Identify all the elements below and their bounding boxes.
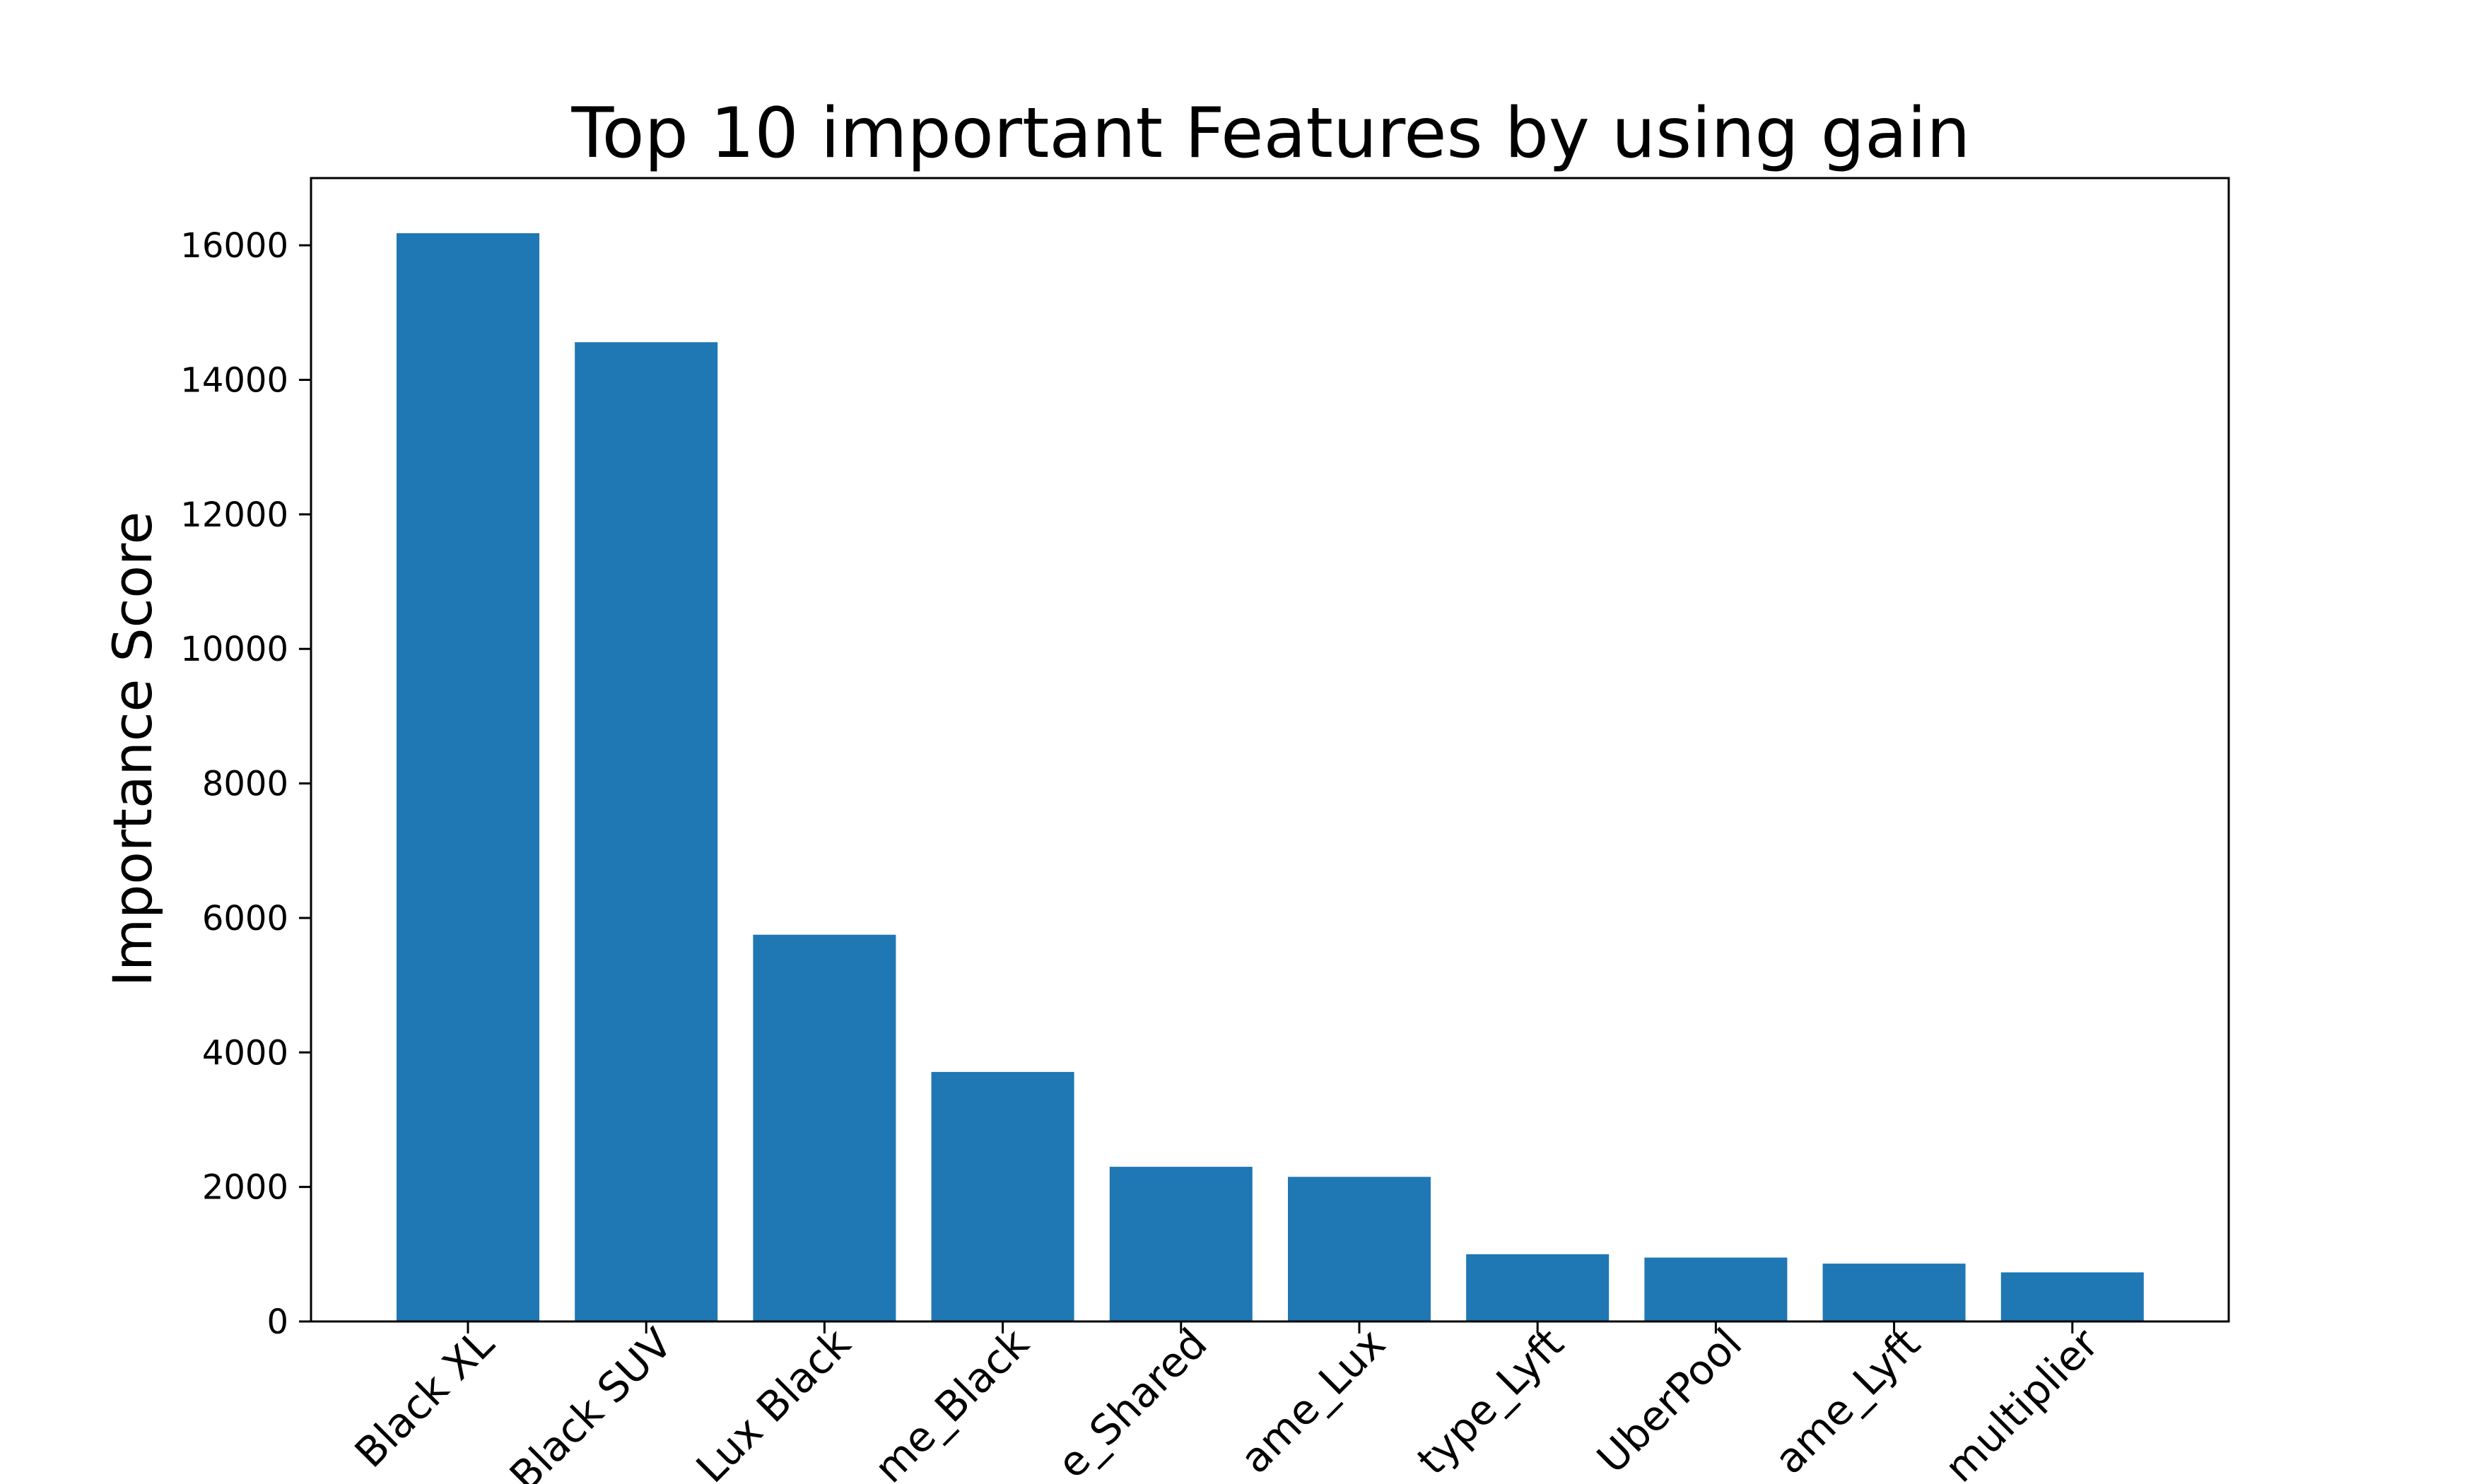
bar-6 xyxy=(1288,1177,1431,1321)
x-tick-label: me_Black xyxy=(865,1319,1038,1484)
y-tick-label: 0 xyxy=(266,1302,288,1342)
x-tick-label: ame_Lux xyxy=(1231,1319,1395,1483)
y-axis: 0 2000 4000 6000 8000 10000 12000 14000 16000 xyxy=(180,226,311,1342)
y-tick-label: 6000 xyxy=(202,899,288,938)
x-tick-label: UberPool xyxy=(1588,1319,1751,1483)
y-axis-label: Importance Score xyxy=(101,512,164,987)
bar-9 xyxy=(1822,1264,1966,1321)
x-tick-label: ame_Lyft xyxy=(1765,1319,1929,1483)
bar-1 xyxy=(397,233,539,1322)
bar-5 xyxy=(1109,1167,1253,1321)
y-tick-label: 14000 xyxy=(180,361,288,401)
x-tick-label: Black SUV xyxy=(500,1319,681,1484)
bar-10 xyxy=(2000,1272,2144,1321)
x-tick-label: Black XL xyxy=(346,1319,503,1477)
y-tick-label: 2000 xyxy=(202,1168,288,1208)
y-tick-label: 16000 xyxy=(180,226,288,266)
y-tick-label: 8000 xyxy=(202,765,288,804)
y-tick-label: 10000 xyxy=(180,630,288,669)
x-tick-label: Lux Black xyxy=(687,1319,860,1484)
bar-3 xyxy=(753,934,896,1321)
bars-group xyxy=(397,233,2144,1322)
bar-2 xyxy=(575,342,718,1321)
bar-4 xyxy=(931,1071,1074,1321)
bar-7 xyxy=(1466,1254,1610,1321)
x-tick-label: multiplier xyxy=(1935,1319,2108,1484)
bar-8 xyxy=(1644,1257,1788,1321)
y-tick-label: 12000 xyxy=(180,495,288,535)
y-tick-label: 4000 xyxy=(202,1033,288,1073)
chart-title: Top 10 important Features by using gain xyxy=(570,93,1970,174)
plot-frame xyxy=(310,177,2230,1323)
x-tick-label: type_Lyft xyxy=(1408,1319,1573,1484)
x-tick-label: e_Shared xyxy=(1048,1319,1216,1484)
